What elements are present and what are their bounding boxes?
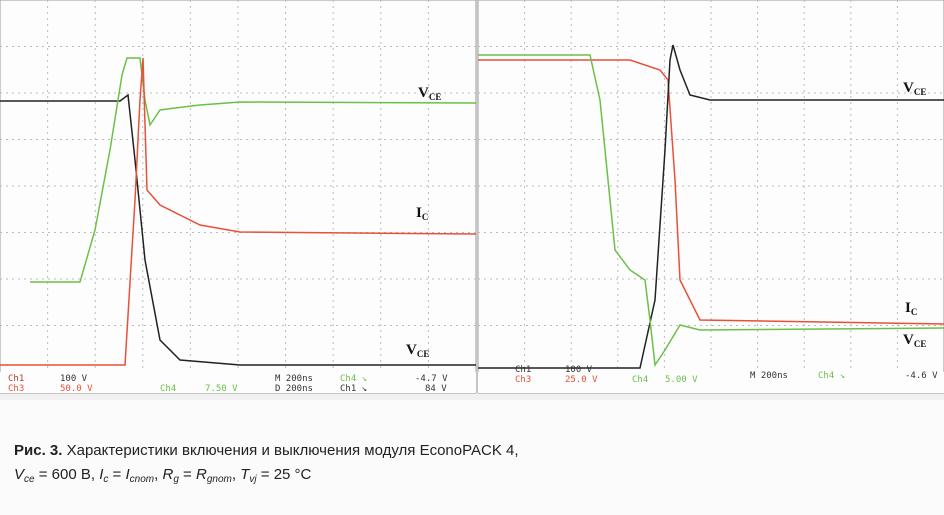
symbol: R <box>196 466 207 483</box>
label-main: V <box>903 332 914 348</box>
status-text: Ch4 <box>632 375 648 385</box>
status-text: 7.50 V <box>205 384 238 394</box>
status-text: 84 V <box>425 384 447 394</box>
status-text: Ch4 ↘ <box>818 371 845 381</box>
label-main: V <box>418 85 429 101</box>
caption-text: = <box>179 466 196 483</box>
status-text: Ch1 <box>515 365 531 375</box>
status-text: D 200ns <box>275 384 313 394</box>
caption-text: = 25 °C <box>257 466 312 483</box>
page: VCEICVCEVCEICVCECh1100 VCh350.0 VCh47.50… <box>0 0 944 515</box>
label-sub: CE <box>914 339 927 349</box>
status-text: Ch4 ↘ <box>340 374 367 384</box>
subscript: gnom <box>207 474 232 485</box>
status-text: Ch3 <box>515 375 531 385</box>
label-sub: C <box>911 307 918 317</box>
symbol: V <box>14 466 24 483</box>
status-text: -4.7 V <box>415 374 448 384</box>
status-text: 25.0 V <box>565 375 598 385</box>
subscript: vj <box>249 474 256 485</box>
caption-line: Рис. 3. Характеристики включения и выклю… <box>14 442 519 459</box>
caption-text: , <box>232 466 240 483</box>
status-bar <box>478 372 944 393</box>
status-text: Ch4 <box>160 384 176 394</box>
subscript: ce <box>24 474 35 485</box>
caption-line: Vce = 600 В, Ic = Icnom, Rg = Rgnom, Tvj… <box>14 466 311 485</box>
status-text: -4.6 V <box>905 371 938 381</box>
status-text: 5.00 V <box>665 375 698 385</box>
subscript: cnom <box>130 474 154 485</box>
caption-label: Рис. 3. <box>14 442 62 459</box>
label-sub: C <box>422 212 429 222</box>
symbol: R <box>162 466 173 483</box>
status-text: Ch1 ↘ <box>340 384 367 394</box>
caption-text: Характеристики включения и выключения мо… <box>67 442 519 459</box>
caption: Рис. 3. Характеристики включения и выклю… <box>0 400 944 515</box>
status-text: Ch3 <box>8 384 24 394</box>
label-main: V <box>406 342 417 358</box>
caption-text: = 600 В, <box>35 466 100 483</box>
label-sub: CE <box>914 87 927 97</box>
status-text: 100 V <box>60 374 88 384</box>
label-sub: CE <box>417 349 430 359</box>
status-text: 50.0 V <box>60 384 93 394</box>
status-text: Ch1 <box>8 374 24 384</box>
status-text: M 200ns <box>275 374 313 384</box>
status-text: M 200ns <box>750 371 788 381</box>
label-sub: CE <box>429 92 442 102</box>
caption-text: = <box>108 466 125 483</box>
status-text: 100 V <box>565 365 593 375</box>
right-screen <box>478 0 944 393</box>
symbol: T <box>240 466 249 483</box>
left-screen <box>0 0 476 393</box>
label-main: V <box>903 80 914 96</box>
